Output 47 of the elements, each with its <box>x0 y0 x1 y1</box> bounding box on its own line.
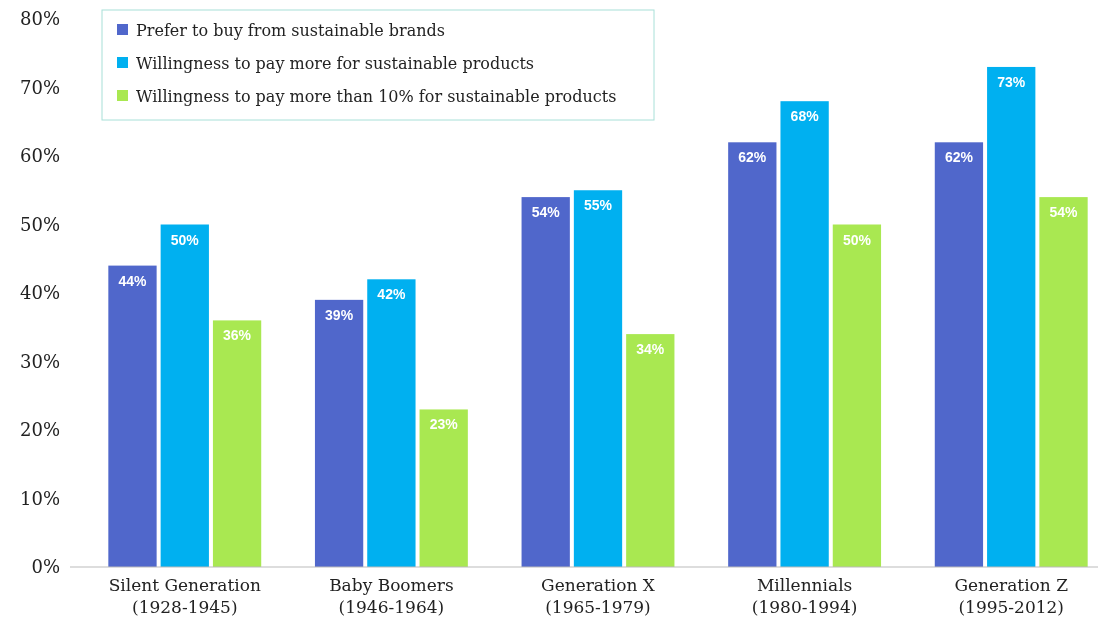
bar <box>314 299 364 567</box>
data-label: 62% <box>738 149 767 166</box>
bar <box>108 265 157 567</box>
y-tick-label: 70% <box>19 76 60 98</box>
x-tick-label: Silent Generation (1928-1945) <box>108 575 261 617</box>
data-label: 55% <box>583 197 613 214</box>
bar <box>367 279 416 567</box>
data-label: 73% <box>997 73 1026 90</box>
data-label: 68% <box>790 108 820 125</box>
legend-label: Prefer to buy from sustainable brands <box>136 20 446 40</box>
y-tick-label: 0% <box>31 556 60 578</box>
bar <box>212 320 262 567</box>
data-label: 54% <box>1049 204 1079 221</box>
bar <box>573 190 623 567</box>
bar <box>521 197 570 567</box>
data-label: 50% <box>170 231 200 248</box>
data-label: 23% <box>429 416 459 433</box>
data-label: 50% <box>842 231 872 248</box>
bar <box>626 334 675 567</box>
data-label: 62% <box>944 149 974 166</box>
bar <box>728 142 777 567</box>
bar <box>1039 197 1088 567</box>
y-tick-label: 50% <box>19 213 60 235</box>
x-tick-label: Millennials (1980-1994) <box>751 575 858 617</box>
data-label: 39% <box>325 306 354 323</box>
bar <box>832 224 882 567</box>
y-tick-label: 20% <box>19 419 60 441</box>
data-label: 34% <box>636 341 665 358</box>
legend-label: Willingness to pay more than 10% for sustainable products <box>136 86 617 106</box>
data-label: 36% <box>223 327 252 344</box>
x-tick-label: Generation Z (1995-2012) <box>954 575 1069 617</box>
data-label: 44% <box>118 272 148 289</box>
data-label: 54% <box>531 204 561 221</box>
bar <box>419 409 468 567</box>
bar <box>987 66 1036 567</box>
bar <box>780 101 829 567</box>
data-label: 42% <box>377 286 406 303</box>
x-tick-label: Baby Boomers (1946-1964) <box>329 575 454 617</box>
y-tick-label: 80% <box>19 8 60 30</box>
x-tick-label: Generation X (1965-1979) <box>541 575 656 617</box>
bar <box>160 224 209 567</box>
y-tick-label: 10% <box>19 487 60 509</box>
y-tick-label: 40% <box>19 282 60 304</box>
legend-label: Willingness to pay more for sustainable products <box>136 53 535 73</box>
y-tick-label: 60% <box>19 145 60 167</box>
y-tick-label: 30% <box>19 350 60 372</box>
bar <box>934 142 984 567</box>
